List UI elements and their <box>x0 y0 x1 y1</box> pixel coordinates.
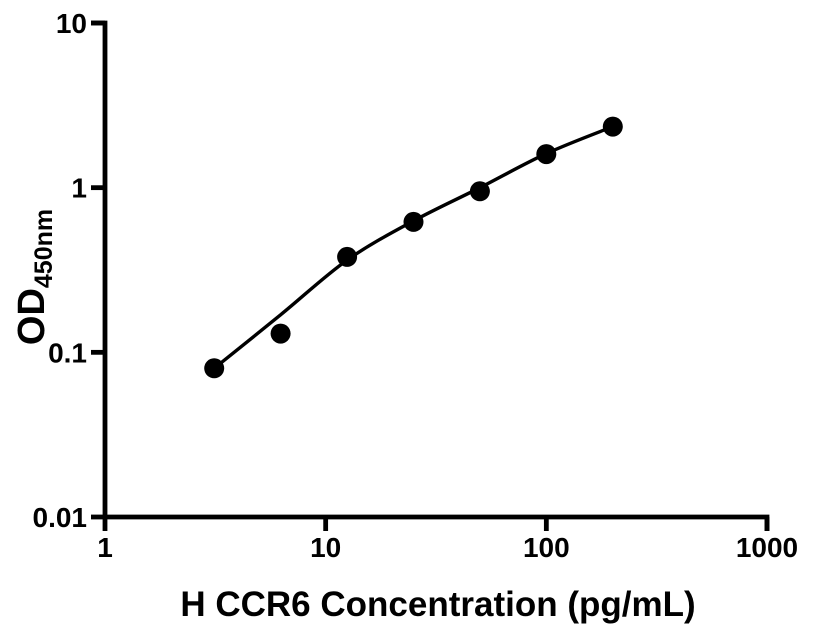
y-tick-label: 0.1 <box>48 337 87 368</box>
data-point <box>602 116 623 137</box>
axes <box>91 20 770 531</box>
y-axis-title: OD450nm <box>11 209 58 345</box>
data-point <box>337 246 358 267</box>
y-axis-title-main: OD <box>11 288 53 345</box>
data-point <box>469 181 490 202</box>
data-point <box>403 211 424 232</box>
x-tick-label: 100 <box>523 532 570 563</box>
x-tick-label: 1 <box>97 532 113 563</box>
data-point <box>270 323 291 344</box>
axis-spine <box>91 20 770 531</box>
y-tick-label: 10 <box>56 8 87 39</box>
y-tick-label: 0.01 <box>33 502 88 533</box>
x-tick-label: 10 <box>310 532 341 563</box>
tick-labels: 1 10 100 1000 0.01 0.1 1 10 <box>33 8 799 563</box>
data-points <box>204 116 623 379</box>
x-tick-label: 1000 <box>736 532 798 563</box>
data-point <box>536 144 557 165</box>
y-axis-title-subscript: 450nm <box>30 209 58 288</box>
x-axis-title: H CCR6 Concentration (pg/mL) <box>180 585 695 624</box>
y-tick-label: 1 <box>71 173 87 204</box>
data-point <box>204 358 225 379</box>
